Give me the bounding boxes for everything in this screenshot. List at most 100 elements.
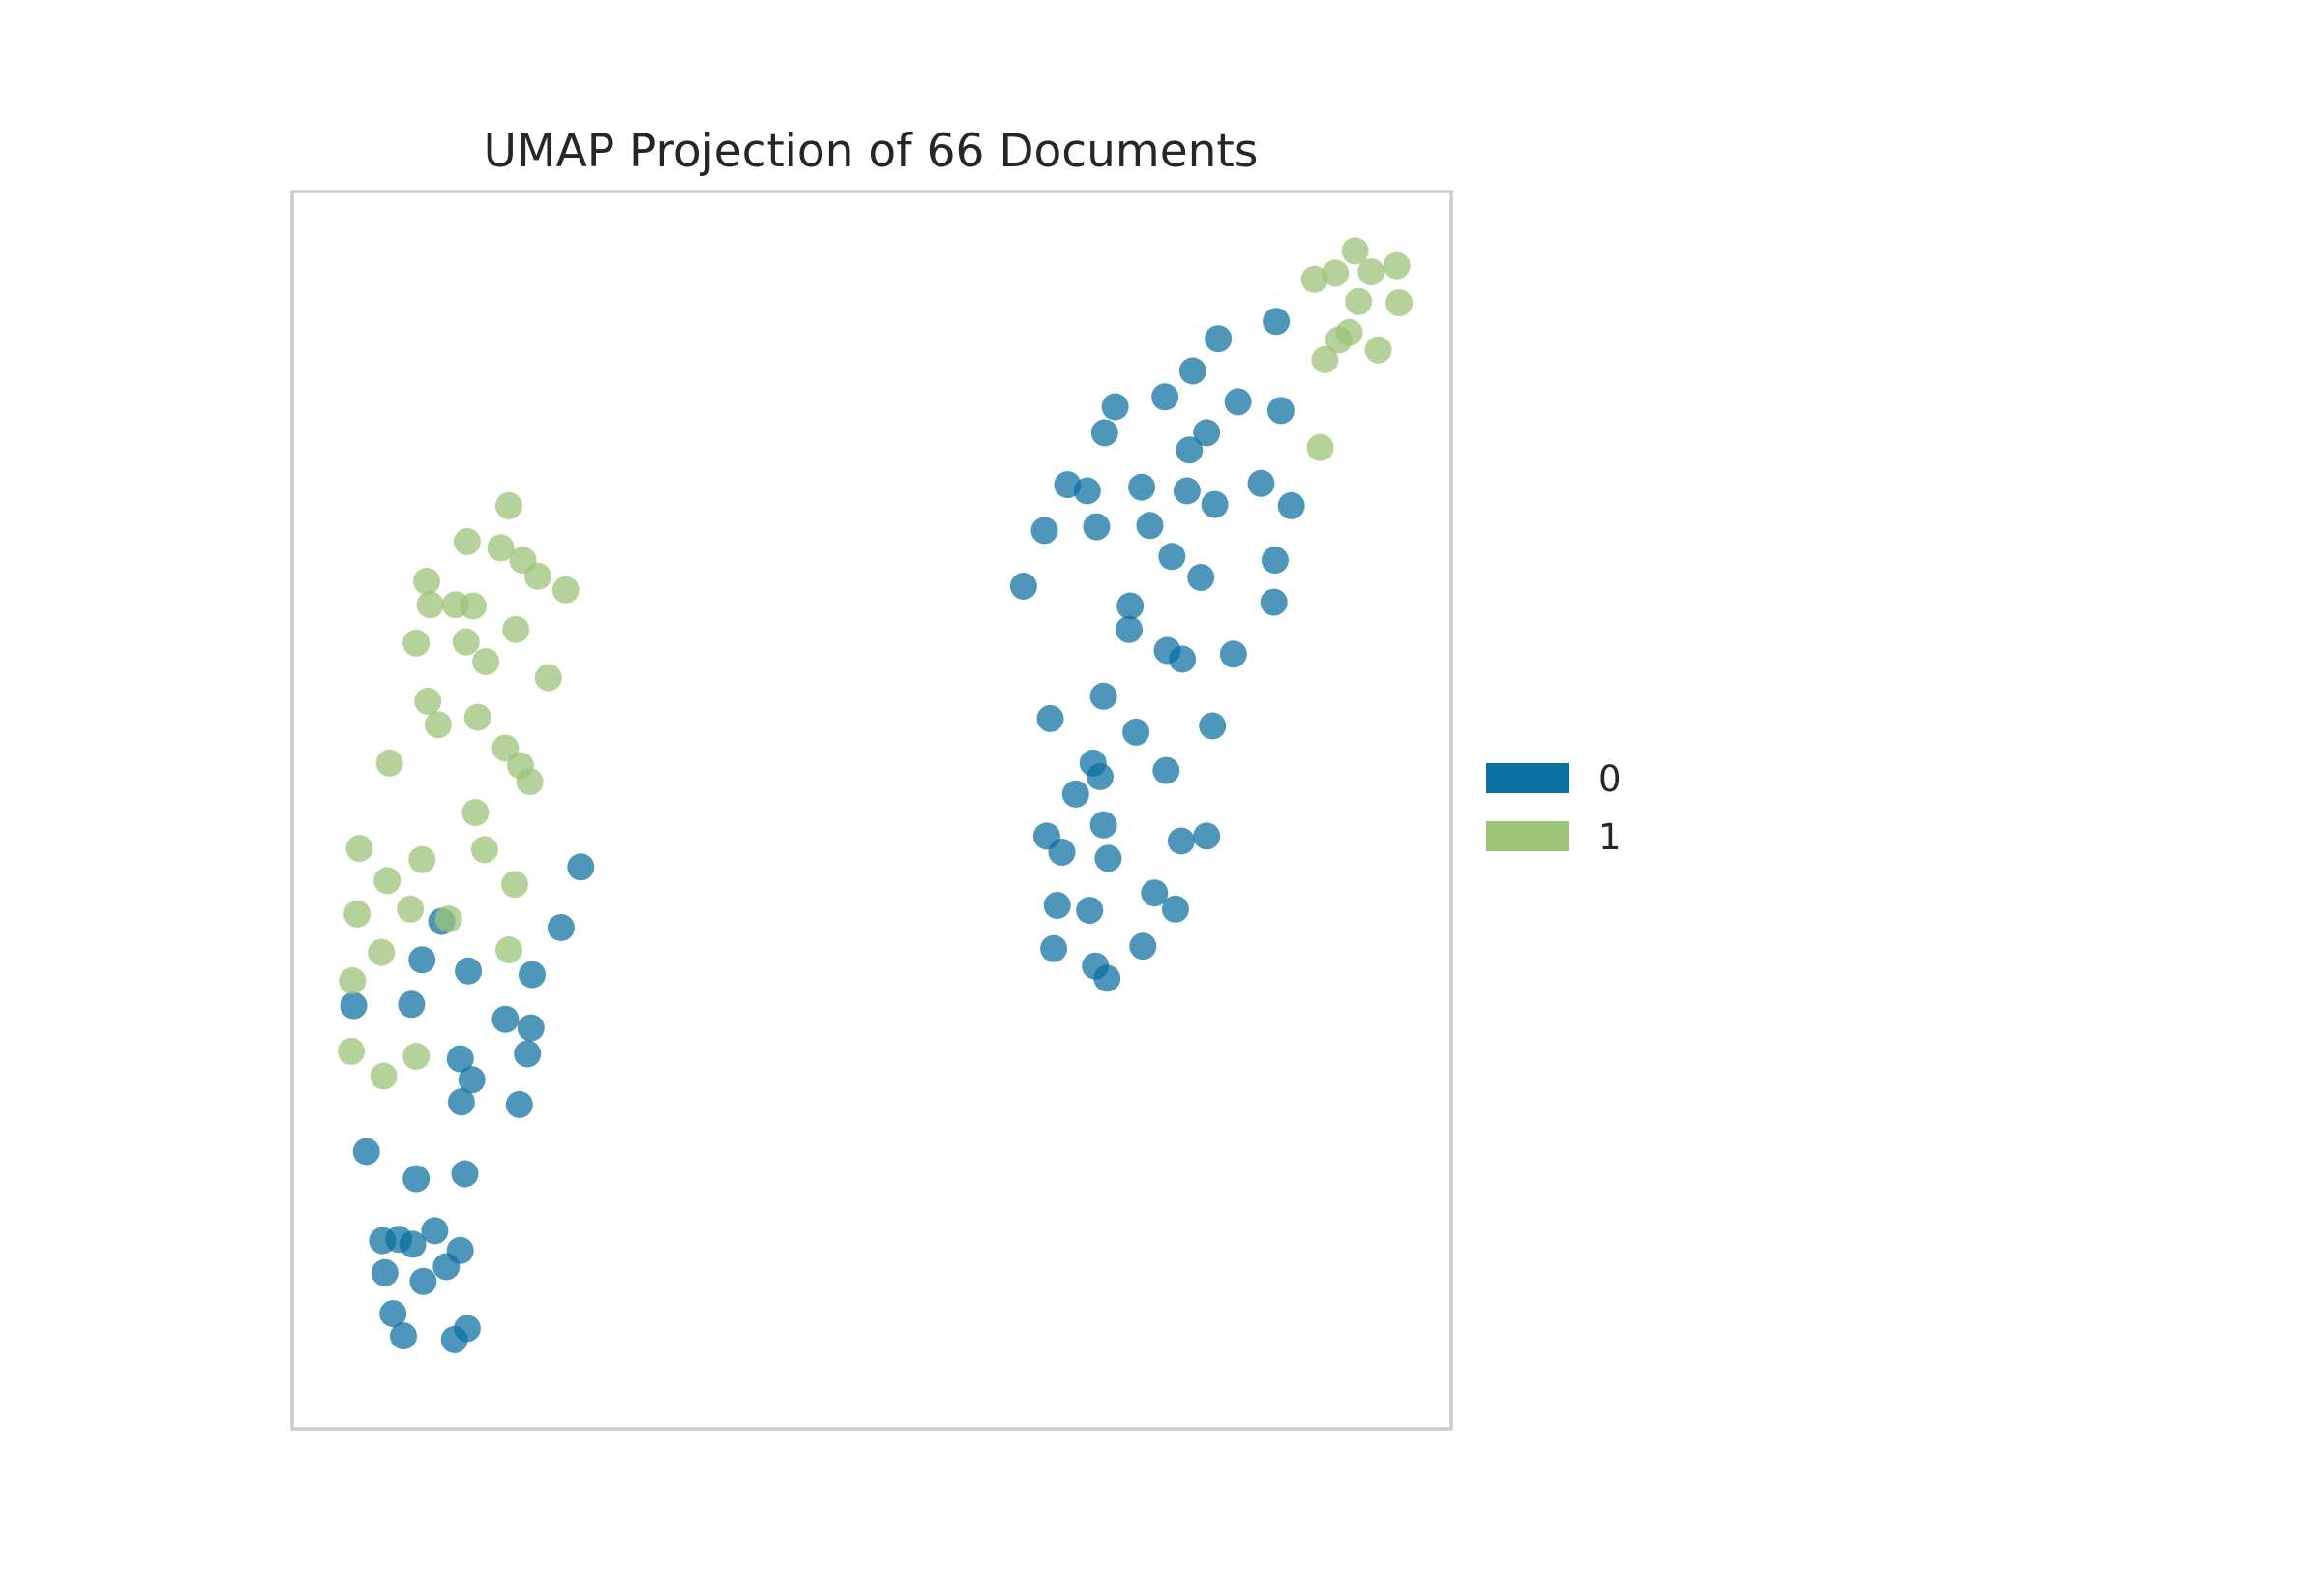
data-point-class-0 [1136, 512, 1164, 540]
data-point-class-1 [452, 628, 480, 656]
data-point-class-0 [1048, 839, 1076, 866]
data-point-class-0 [1087, 763, 1114, 790]
data-point-class-0 [1076, 897, 1104, 925]
data-point-class-0 [1193, 822, 1221, 850]
data-point-class-0 [1158, 543, 1186, 571]
data-point-class-0 [458, 1066, 486, 1094]
data-point-class-0 [1093, 964, 1121, 992]
data-point-class-0 [421, 1217, 449, 1245]
data-point-class-0 [547, 914, 575, 941]
data-point-class-1 [375, 749, 403, 777]
data-point-class-1 [345, 835, 373, 863]
data-point-class-1 [495, 936, 522, 963]
data-point-class-0 [519, 961, 546, 989]
data-point-class-0 [408, 946, 436, 974]
legend-swatch-1 [1486, 821, 1569, 851]
data-point-class-0 [1036, 704, 1064, 732]
data-point-class-0 [1061, 780, 1089, 808]
data-point-class-1 [470, 836, 498, 864]
data-point-class-0 [1141, 879, 1169, 907]
data-point-class-1 [472, 648, 500, 675]
data-point-class-0 [1176, 436, 1204, 464]
chart-title: UMAP Projection of 66 Documents [484, 125, 1259, 178]
data-point-class-1 [516, 768, 544, 796]
data-point-class-1 [1364, 336, 1392, 364]
data-point-class-0 [1277, 491, 1305, 519]
data-point-class-0 [1178, 357, 1206, 385]
data-point-class-0 [409, 1267, 437, 1295]
data-point-class-0 [1169, 645, 1197, 673]
data-point-class-0 [340, 991, 368, 1020]
data-point-class-0 [1205, 325, 1233, 353]
data-point-class-0 [1129, 932, 1157, 961]
data-point-class-0 [451, 1160, 479, 1188]
data-point-class-0 [1101, 393, 1129, 421]
data-point-class-0 [1116, 592, 1145, 620]
legend: 0 1 [1486, 758, 1622, 858]
data-point-class-0 [1161, 895, 1189, 923]
data-point-class-1 [1383, 251, 1411, 280]
data-point-class-0 [1094, 844, 1122, 872]
data-point-class-1 [424, 711, 452, 739]
data-point-class-0 [1199, 712, 1227, 740]
data-point-class-1 [453, 528, 481, 555]
data-point-class-1 [370, 1062, 398, 1090]
data-point-class-0 [1261, 547, 1289, 575]
data-point-class-1 [343, 900, 372, 928]
data-point-class-0 [1260, 588, 1288, 616]
data-point-class-0 [352, 1138, 380, 1166]
data-point-class-0 [379, 1300, 407, 1328]
data-point-class-0 [402, 1165, 431, 1193]
data-point-class-1 [1325, 326, 1353, 354]
data-point-class-1 [397, 895, 425, 923]
data-point-class-0 [1247, 469, 1275, 497]
data-point-class-0 [447, 1088, 475, 1116]
data-point-class-0 [1128, 473, 1156, 501]
data-point-class-0 [1201, 490, 1229, 518]
data-point-class-1 [463, 703, 491, 731]
data-point-class-1 [402, 1043, 431, 1070]
data-point-class-0 [390, 1322, 417, 1350]
data-point-class-1 [1306, 433, 1334, 461]
data-point-class-0 [432, 1253, 461, 1281]
points-layer [338, 237, 1414, 1353]
data-point-class-1 [1385, 289, 1414, 317]
plot-area-frame [290, 190, 1453, 1431]
data-point-class-0 [1219, 640, 1247, 668]
data-point-class-1 [414, 687, 442, 715]
data-point-class-0 [1187, 564, 1215, 591]
data-point-class-1 [338, 1037, 366, 1065]
data-point-class-1 [1300, 265, 1328, 293]
data-point-class-0 [491, 1005, 520, 1033]
data-point-class-1 [1341, 237, 1369, 265]
data-point-class-1 [402, 629, 431, 657]
data-point-class-0 [1090, 419, 1118, 447]
data-point-class-0 [1089, 811, 1117, 839]
legend-label-0: 0 [1598, 758, 1622, 800]
data-point-class-0 [505, 1090, 533, 1118]
data-point-class-1 [408, 845, 436, 873]
data-point-class-0 [440, 1325, 468, 1353]
data-point-class-1 [339, 967, 367, 994]
data-point-class-1 [368, 938, 396, 966]
legend-swatch-0 [1486, 763, 1569, 793]
data-point-class-1 [551, 576, 580, 604]
data-point-class-1 [502, 615, 530, 643]
data-point-class-0 [371, 1258, 399, 1286]
data-point-class-1 [373, 867, 402, 895]
data-point-class-0 [1173, 477, 1201, 505]
data-point-class-1 [524, 562, 551, 590]
data-point-class-0 [1122, 718, 1150, 746]
data-point-class-1 [534, 664, 562, 692]
data-point-class-1 [1311, 345, 1339, 373]
data-point-class-1 [501, 871, 528, 899]
data-point-class-0 [1089, 682, 1117, 710]
data-point-class-0 [1266, 397, 1295, 425]
data-point-class-0 [1043, 892, 1071, 919]
data-point-class-0 [1054, 471, 1082, 499]
data-point-class-1 [487, 534, 515, 562]
data-point-class-1 [459, 592, 487, 620]
data-point-class-0 [1193, 419, 1221, 447]
